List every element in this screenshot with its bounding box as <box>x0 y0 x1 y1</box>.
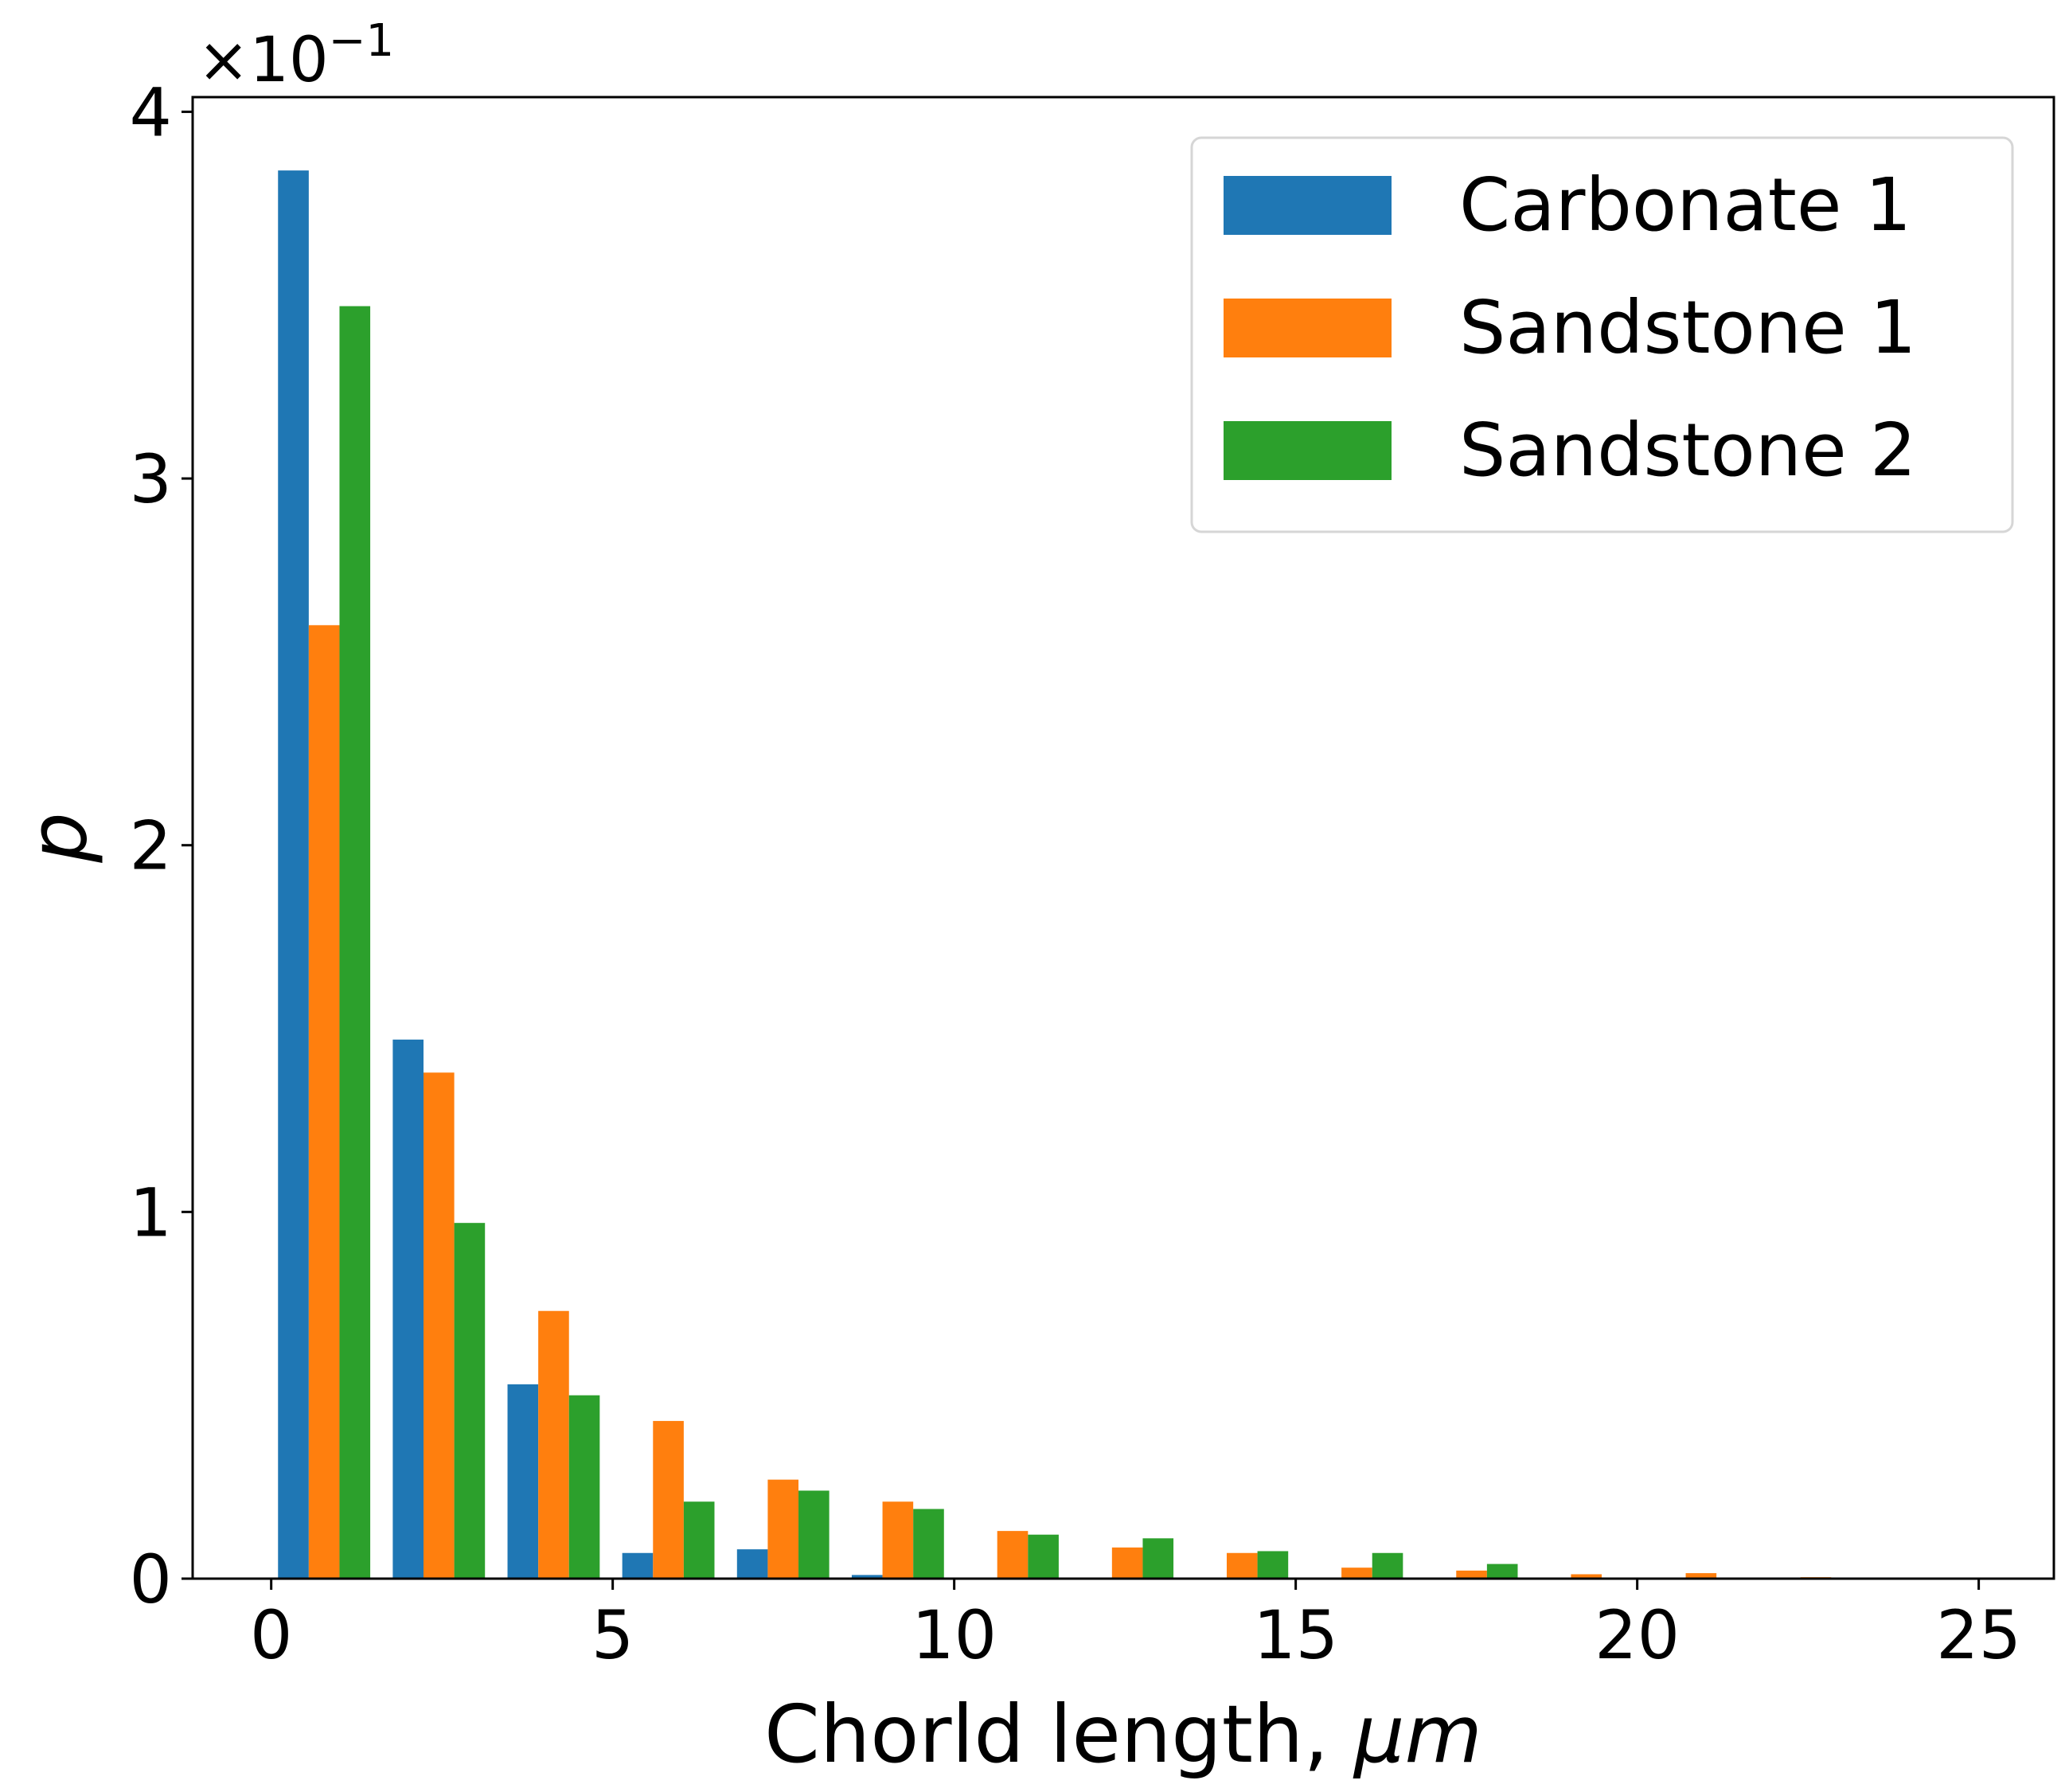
bar-sandstone-2-10 <box>1372 1552 1403 1579</box>
bar-carbonate-1-2 <box>392 1039 424 1579</box>
y-tick-label: 0 <box>130 1540 172 1618</box>
x-axis-label-unit: μm <box>1353 1688 1482 1781</box>
bar-carbonate-1-4 <box>622 1552 654 1579</box>
x-tick-label: 10 <box>911 1596 997 1674</box>
bar-sandstone-2-5 <box>798 1490 830 1579</box>
y-tick-label: 3 <box>130 440 172 518</box>
y-tick-label: 2 <box>130 807 172 885</box>
bar-sandstone-2-3 <box>568 1395 600 1579</box>
bar-sandstone-1-9 <box>1226 1552 1258 1579</box>
legend-swatch-sandstone-2 <box>1224 421 1392 480</box>
bar-sandstone-2-1 <box>339 306 371 1579</box>
bar-carbonate-1-6 <box>851 1575 883 1579</box>
axes-frame <box>191 96 2055 1580</box>
bar-sandstone-1-13 <box>1685 1573 1717 1579</box>
y-tick-label: 4 <box>130 73 172 151</box>
x-tick-label: 15 <box>1253 1596 1338 1674</box>
x-axis-ticks: 0 5 10 15 20 25 <box>250 1579 2021 1674</box>
bar-sandstone-1-3 <box>538 1310 569 1579</box>
bars <box>278 170 1832 1579</box>
legend-label-carbonate-1: Carbonate 1 <box>1459 162 1911 248</box>
bar-sandstone-2-11 <box>1486 1564 1518 1579</box>
legend: Carbonate 1 Sandstone 1 Sandstone 2 <box>1190 136 2014 533</box>
bar-sandstone-1-12 <box>1571 1574 1602 1579</box>
y-tick-label: 1 <box>130 1173 172 1251</box>
bar-sandstone-2-4 <box>683 1501 715 1579</box>
bar-sandstone-1-7 <box>997 1531 1029 1579</box>
x-tick-label: 25 <box>1936 1596 2021 1674</box>
bar-carbonate-1-3 <box>507 1384 539 1579</box>
y-scale-exponent: −1 <box>329 15 395 67</box>
y-scale-label: ×10−1 <box>197 15 394 96</box>
bar-sandstone-2-6 <box>913 1509 944 1579</box>
x-tick-label: 0 <box>250 1596 292 1674</box>
bar-carbonate-1-1 <box>278 170 309 1579</box>
bar-sandstone-1-1 <box>308 625 340 1579</box>
x-tick-label: 20 <box>1595 1596 1680 1674</box>
bar-sandstone-2-8 <box>1142 1538 1174 1579</box>
bar-sandstone-1-10 <box>1341 1568 1372 1579</box>
bar-carbonate-1-5 <box>736 1549 768 1579</box>
x-tick-label: 5 <box>591 1596 634 1674</box>
bar-sandstone-1-5 <box>767 1479 799 1579</box>
legend-items: Carbonate 1 Sandstone 1 Sandstone 2 <box>1224 162 1916 493</box>
bar-sandstone-1-11 <box>1456 1570 1487 1579</box>
bar-sandstone-1-2 <box>423 1072 455 1579</box>
legend-label-sandstone-2: Sandstone 2 <box>1459 408 1916 493</box>
bar-sandstone-2-9 <box>1257 1551 1289 1579</box>
legend-label-sandstone-1: Sandstone 1 <box>1459 285 1916 370</box>
bar-sandstone-2-2 <box>454 1223 486 1579</box>
y-axis-ticks: 0 1 2 3 4 <box>130 73 193 1618</box>
bar-sandstone-1-4 <box>653 1420 684 1579</box>
bar-sandstone-1-8 <box>1111 1547 1143 1579</box>
legend-swatch-sandstone-1 <box>1224 299 1392 357</box>
bar-sandstone-1-6 <box>882 1501 914 1579</box>
bar-sandstone-2-7 <box>1028 1534 1059 1579</box>
legend-box <box>1190 136 2014 533</box>
legend-swatch-carbonate-1 <box>1224 176 1392 235</box>
x-axis-label: Chorld length, μm <box>764 1688 1482 1781</box>
y-axis-label: p <box>12 812 105 863</box>
